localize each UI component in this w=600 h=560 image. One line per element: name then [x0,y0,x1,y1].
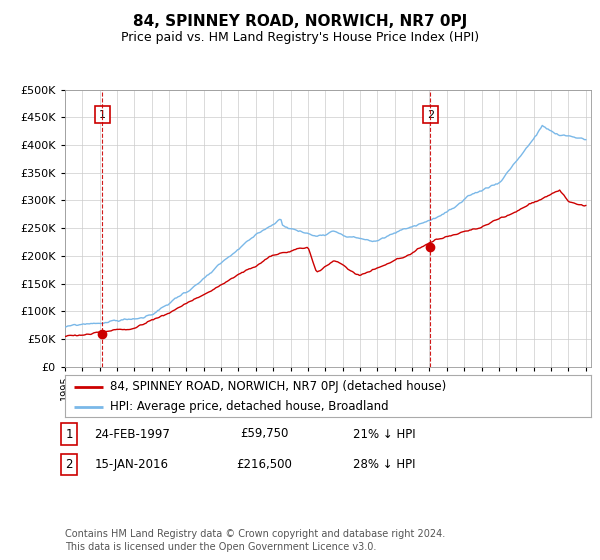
Text: 2: 2 [65,458,73,472]
Text: Price paid vs. HM Land Registry's House Price Index (HPI): Price paid vs. HM Land Registry's House … [121,31,479,44]
Text: This data is licensed under the Open Government Licence v3.0.: This data is licensed under the Open Gov… [65,542,376,552]
Text: 21% ↓ HPI: 21% ↓ HPI [353,427,415,441]
Text: 84, SPINNEY ROAD, NORWICH, NR7 0PJ (detached house): 84, SPINNEY ROAD, NORWICH, NR7 0PJ (deta… [110,380,446,394]
Text: 15-JAN-2016: 15-JAN-2016 [95,458,169,472]
Text: 1: 1 [65,427,73,441]
Text: £59,750: £59,750 [240,427,288,441]
Text: 28% ↓ HPI: 28% ↓ HPI [353,458,415,472]
Text: 84, SPINNEY ROAD, NORWICH, NR7 0PJ: 84, SPINNEY ROAD, NORWICH, NR7 0PJ [133,14,467,29]
Text: £216,500: £216,500 [236,458,292,472]
Text: 1: 1 [98,110,106,119]
Text: 24-FEB-1997: 24-FEB-1997 [94,427,170,441]
Text: HPI: Average price, detached house, Broadland: HPI: Average price, detached house, Broa… [110,400,388,413]
Text: 2: 2 [427,110,434,119]
Text: Contains HM Land Registry data © Crown copyright and database right 2024.: Contains HM Land Registry data © Crown c… [65,529,445,539]
